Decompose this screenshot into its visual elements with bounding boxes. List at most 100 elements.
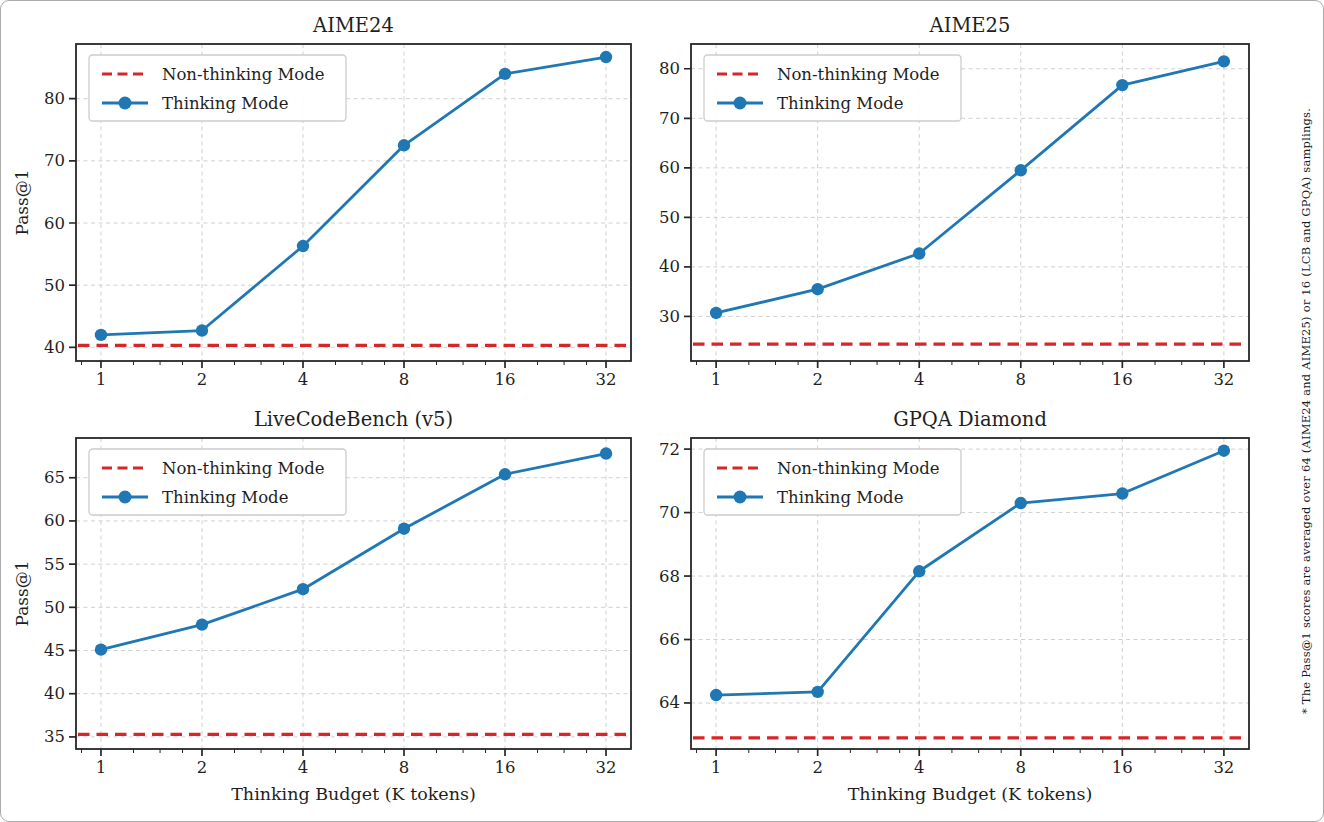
y-tick-label: 30 <box>659 307 680 326</box>
legend-thinking-label: Thinking Mode <box>162 94 288 113</box>
legend: Non-thinking Mode Thinking Mode <box>89 449 346 515</box>
data-point-marker <box>1116 487 1128 499</box>
chart-svg: 12481632304050607080AIME25Non-thinking M… <box>659 7 1275 399</box>
data-point-marker <box>1218 55 1230 67</box>
legend-thinking-label: Thinking Mode <box>777 94 903 113</box>
x-tick-label: 16 <box>1112 758 1133 777</box>
legend-non-thinking-label: Non-thinking Mode <box>777 65 940 84</box>
y-tick-label: 68 <box>659 567 680 586</box>
x-tick-label: 4 <box>914 370 925 389</box>
chart-svg: 1248163235404550556065LiveCodeBench (v5)… <box>11 399 659 817</box>
y-tick-label: 40 <box>44 338 65 357</box>
x-axis-label: Thinking Budget (K tokens) <box>231 784 476 804</box>
data-point-marker <box>600 447 612 459</box>
data-point-marker <box>710 307 722 319</box>
chart-livecodebench: 1248163235404550556065LiveCodeBench (v5)… <box>11 399 659 817</box>
data-point-marker <box>1015 164 1027 176</box>
data-point-marker <box>196 324 208 336</box>
y-tick-label: 60 <box>44 214 65 233</box>
y-tick-label: 40 <box>44 684 65 703</box>
x-tick-label: 2 <box>197 370 208 389</box>
data-point-marker <box>499 468 511 480</box>
y-tick-label: 60 <box>659 158 680 177</box>
x-tick-label: 1 <box>711 758 722 777</box>
x-tick-label: 16 <box>495 758 516 777</box>
chart-title: LiveCodeBench (v5) <box>254 408 453 431</box>
legend-thinking-label: Thinking Mode <box>162 488 288 507</box>
x-tick-label: 32 <box>1213 758 1234 777</box>
x-tick-label: 2 <box>197 758 208 777</box>
data-point-marker <box>196 618 208 630</box>
x-axis-label: Thinking Budget (K tokens) <box>848 784 1093 804</box>
legend-thinking-marker <box>734 97 747 110</box>
legend-non-thinking-label: Non-thinking Mode <box>777 459 940 478</box>
x-tick-label: 1 <box>96 758 107 777</box>
footnote-vertical-text: * The Pass@1 scores are averaged over 64… <box>1299 1 1313 821</box>
x-tick-label: 32 <box>596 370 617 389</box>
data-point-marker <box>710 689 722 701</box>
x-tick-label: 16 <box>495 370 516 389</box>
data-point-marker <box>499 68 511 80</box>
y-tick-label: 80 <box>659 59 680 78</box>
x-tick-label: 8 <box>399 758 410 777</box>
data-point-marker <box>913 565 925 577</box>
data-point-marker <box>297 583 309 595</box>
data-point-marker <box>1116 79 1128 91</box>
data-point-marker <box>95 643 107 655</box>
y-tick-label: 66 <box>659 630 680 649</box>
data-point-marker <box>1218 444 1230 456</box>
chart-title: GPQA Diamond <box>893 408 1047 431</box>
chart-svg: 1 2 4 8 16 32 64 66 68 70 72 GPQA Diamond Thinking B… <box>659 399 1275 817</box>
y-tick-label: 50 <box>44 598 65 617</box>
x-tick-label: 32 <box>1213 370 1234 389</box>
y-tick-label: 50 <box>44 276 65 295</box>
x-tick-label: 1 <box>711 370 722 389</box>
data-point-marker <box>811 686 823 698</box>
chart-aime24: 1 2 4 8 16 32 40 50 60 70 80 AIME24 Pass@1 Non-thinki… <box>11 7 659 399</box>
legend-thinking-marker <box>119 97 132 110</box>
x-tick-label: 4 <box>298 370 309 389</box>
legend-thinking-label: Thinking Mode <box>777 488 903 507</box>
x-tick-label: 4 <box>298 758 309 777</box>
data-point-marker <box>811 283 823 295</box>
x-tick-label: 8 <box>1016 758 1027 777</box>
x-tick-label: 2 <box>812 758 823 777</box>
thinking-budget-benchmark-figure: 1 2 4 8 16 32 40 50 60 70 80 AIME24 Pass@1 Non-thinki… <box>0 0 1324 822</box>
y-tick-label: 70 <box>44 151 65 170</box>
y-tick-label: 35 <box>44 727 65 746</box>
data-point-marker <box>398 139 410 151</box>
y-tick-label: 55 <box>44 555 65 574</box>
y-tick-label: 65 <box>44 468 65 487</box>
legend-non-thinking-label: Non-thinking Mode <box>162 65 325 84</box>
data-point-marker <box>1015 497 1027 509</box>
x-tick-label: 8 <box>399 370 410 389</box>
y-tick-label: 60 <box>44 511 65 530</box>
x-tick-label: 1 <box>96 370 107 389</box>
data-point-marker <box>600 51 612 63</box>
chart-gpqa-diamond: 1 2 4 8 16 32 64 66 68 70 72 GPQA Diamond Thinking B… <box>659 399 1275 817</box>
y-tick-label: 72 <box>659 440 680 459</box>
y-axis-label: Pass@1 <box>12 169 32 235</box>
x-tick-label: 4 <box>914 758 925 777</box>
y-tick-label: 70 <box>659 503 680 522</box>
chart-aime25: 12481632304050607080AIME25Non-thinking M… <box>659 7 1275 399</box>
y-tick-label: 64 <box>659 693 680 712</box>
chart-title: AIME25 <box>929 14 1011 37</box>
data-point-marker <box>398 523 410 535</box>
legend-thinking-marker <box>119 491 132 504</box>
legend: Non-thinking Mode Thinking Mode <box>704 449 961 515</box>
x-tick-label: 32 <box>596 758 617 777</box>
chart-title: AIME24 <box>312 14 394 37</box>
y-tick-label: 80 <box>44 89 65 108</box>
data-point-marker <box>95 329 107 341</box>
legend-thinking-marker <box>734 491 747 504</box>
x-tick-label: 16 <box>1112 370 1133 389</box>
chart-svg: 1 2 4 8 16 32 40 50 60 70 80 AIME24 Pass@1 Non-thinki… <box>11 7 659 399</box>
y-tick-label: 50 <box>659 208 680 227</box>
x-tick-label: 8 <box>1016 370 1027 389</box>
legend: Non-thinking Mode Thinking Mode <box>704 55 961 121</box>
y-tick-label: 70 <box>659 109 680 128</box>
legend: Non-thinking Mode Thinking Mode <box>89 55 346 121</box>
legend-non-thinking-label: Non-thinking Mode <box>162 459 325 478</box>
x-tick-label: 2 <box>812 370 823 389</box>
